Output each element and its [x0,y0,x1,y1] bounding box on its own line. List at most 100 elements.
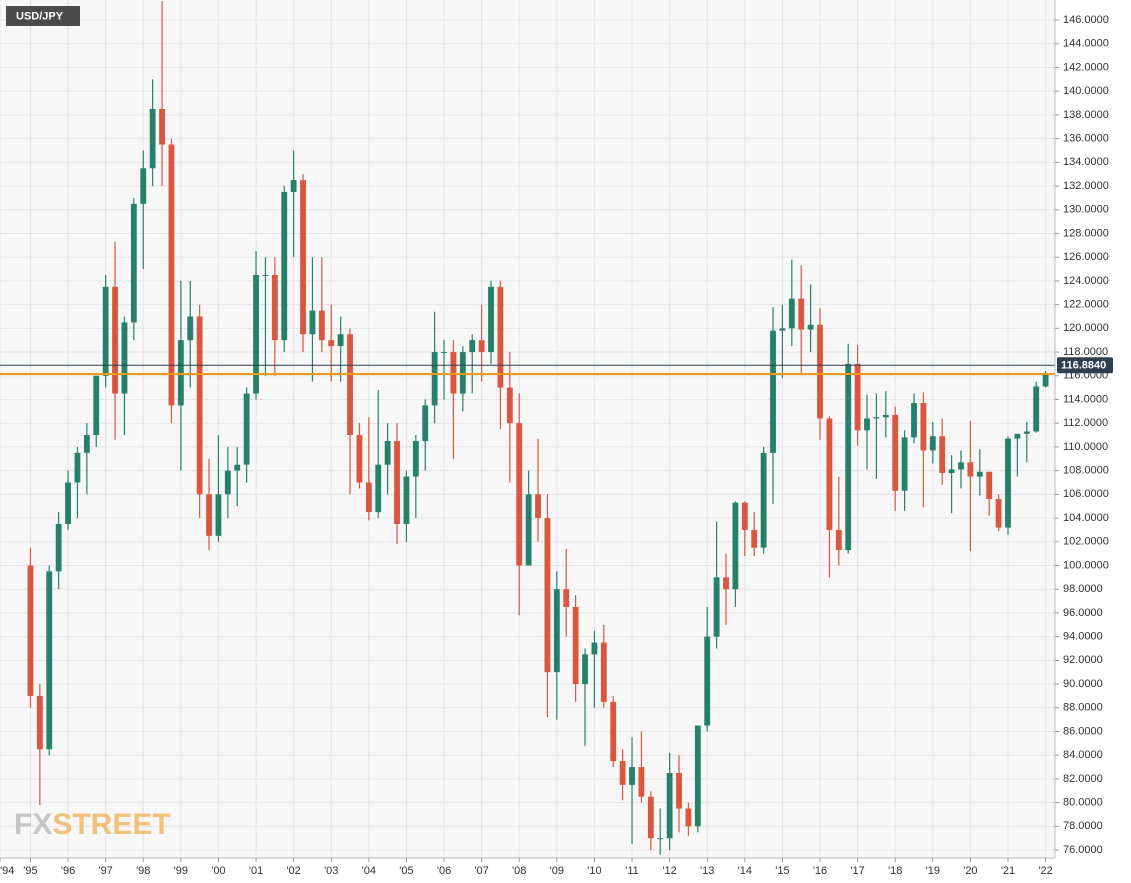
candle-body [356,435,363,483]
y-tick-label: 130.0000 [1063,204,1109,216]
candle-body [619,761,626,785]
watermark-street: STREET [52,808,170,841]
x-tick-label: '03 [324,865,338,877]
candle-body [243,393,250,465]
candle-body [177,340,184,406]
y-tick-label: 80.0000 [1063,797,1103,809]
candle-body [958,462,964,470]
candle-body [121,322,128,394]
y-tick-label: 100.0000 [1063,559,1109,571]
x-tick-label: '08 [512,865,526,877]
x-tick-label: '17 [850,865,864,877]
candle-body [1042,374,1049,387]
candle-body [929,436,936,451]
candle-body [911,403,917,438]
plot-area [0,0,1055,858]
candle-body [1014,433,1021,439]
candle-body [572,606,579,685]
y-tick-label: 104.0000 [1063,512,1109,524]
x-tick-label: '97 [98,865,112,877]
y-tick-label: 144.0000 [1063,38,1109,50]
candle-body [83,435,90,453]
candle-body [760,452,767,548]
candle-body [1005,438,1011,528]
x-tick-label: '01 [249,865,263,877]
y-tick-label: 84.0000 [1063,749,1103,761]
candle-body [46,571,53,750]
candle-body [281,191,288,341]
candle-body [488,286,494,353]
x-tick-label: '11 [625,865,639,877]
candle-body [845,363,852,551]
candle-body [676,772,682,809]
x-tick-label: '10 [587,865,601,877]
y-tick-label: 114.0000 [1063,393,1108,405]
x-tick-label: '07 [474,865,488,877]
candle-body [892,414,899,491]
x-tick-label: '00 [211,865,225,877]
x-tick-label: '20 [963,865,977,877]
candle-body [309,310,316,335]
candle-body [497,286,504,388]
candle-body [535,494,541,519]
y-tick-label: 136.0000 [1063,133,1109,145]
y-tick-label: 138.0000 [1063,109,1109,121]
last-price-box [1057,357,1113,374]
grid [0,0,1055,858]
candle-body [149,108,156,169]
candle-body [647,796,654,839]
candle-body [779,328,786,331]
x-tick-label: '95 [23,865,37,877]
candle-body [318,310,325,341]
candle-body [65,482,71,524]
candle-body [384,440,391,465]
candle-body [74,452,81,483]
candle-body [337,334,344,347]
candle-body [544,518,551,673]
candle-body [600,642,607,702]
chart-title: USD/JPY [16,10,64,22]
x-tick-label: '22 [1038,865,1052,877]
watermark-fx: FX [14,808,52,841]
x-tick-label: '18 [888,865,902,877]
y-tick-label: 134.0000 [1063,156,1109,168]
candle-body [450,352,457,394]
y-tick-label: 146.0000 [1063,14,1109,26]
candle-body [27,565,34,696]
candle-body [412,440,419,477]
y-tick-label: 82.0000 [1063,773,1103,785]
x-tick-label: '15 [775,865,789,877]
candle-body [36,695,43,750]
candle-body [469,340,476,353]
candle-body [234,464,241,471]
x-tick-label: '19 [926,865,940,877]
candle-body [939,436,946,473]
candle-body [525,494,532,566]
candle-body [826,418,833,530]
y-tick-label: 112.0000 [1063,417,1108,429]
candle-body [431,352,438,406]
x-tick-label: '09 [550,865,564,877]
overlays [0,364,1055,375]
candle-body [798,298,805,330]
candle-body [835,529,842,551]
candle-body [1033,386,1040,432]
x-tick-label: '02 [286,865,300,877]
y-tick-label: 124.0000 [1063,275,1109,287]
x-tick-label: '98 [136,865,150,877]
candle-body [130,203,137,323]
candle-body [638,767,645,797]
y-tick-label: 128.0000 [1063,227,1109,239]
candles [27,1,1049,855]
y-tick-label: 78.0000 [1063,820,1103,832]
candle-body [168,144,175,406]
x-tick-label: '05 [399,865,413,877]
candle-body [516,423,523,566]
candle-body [873,417,880,419]
symbol-box [6,6,80,26]
candle-body [713,577,720,637]
candle-body [920,403,927,451]
x-tick-label: '16 [813,865,827,877]
candle-body [770,330,776,453]
